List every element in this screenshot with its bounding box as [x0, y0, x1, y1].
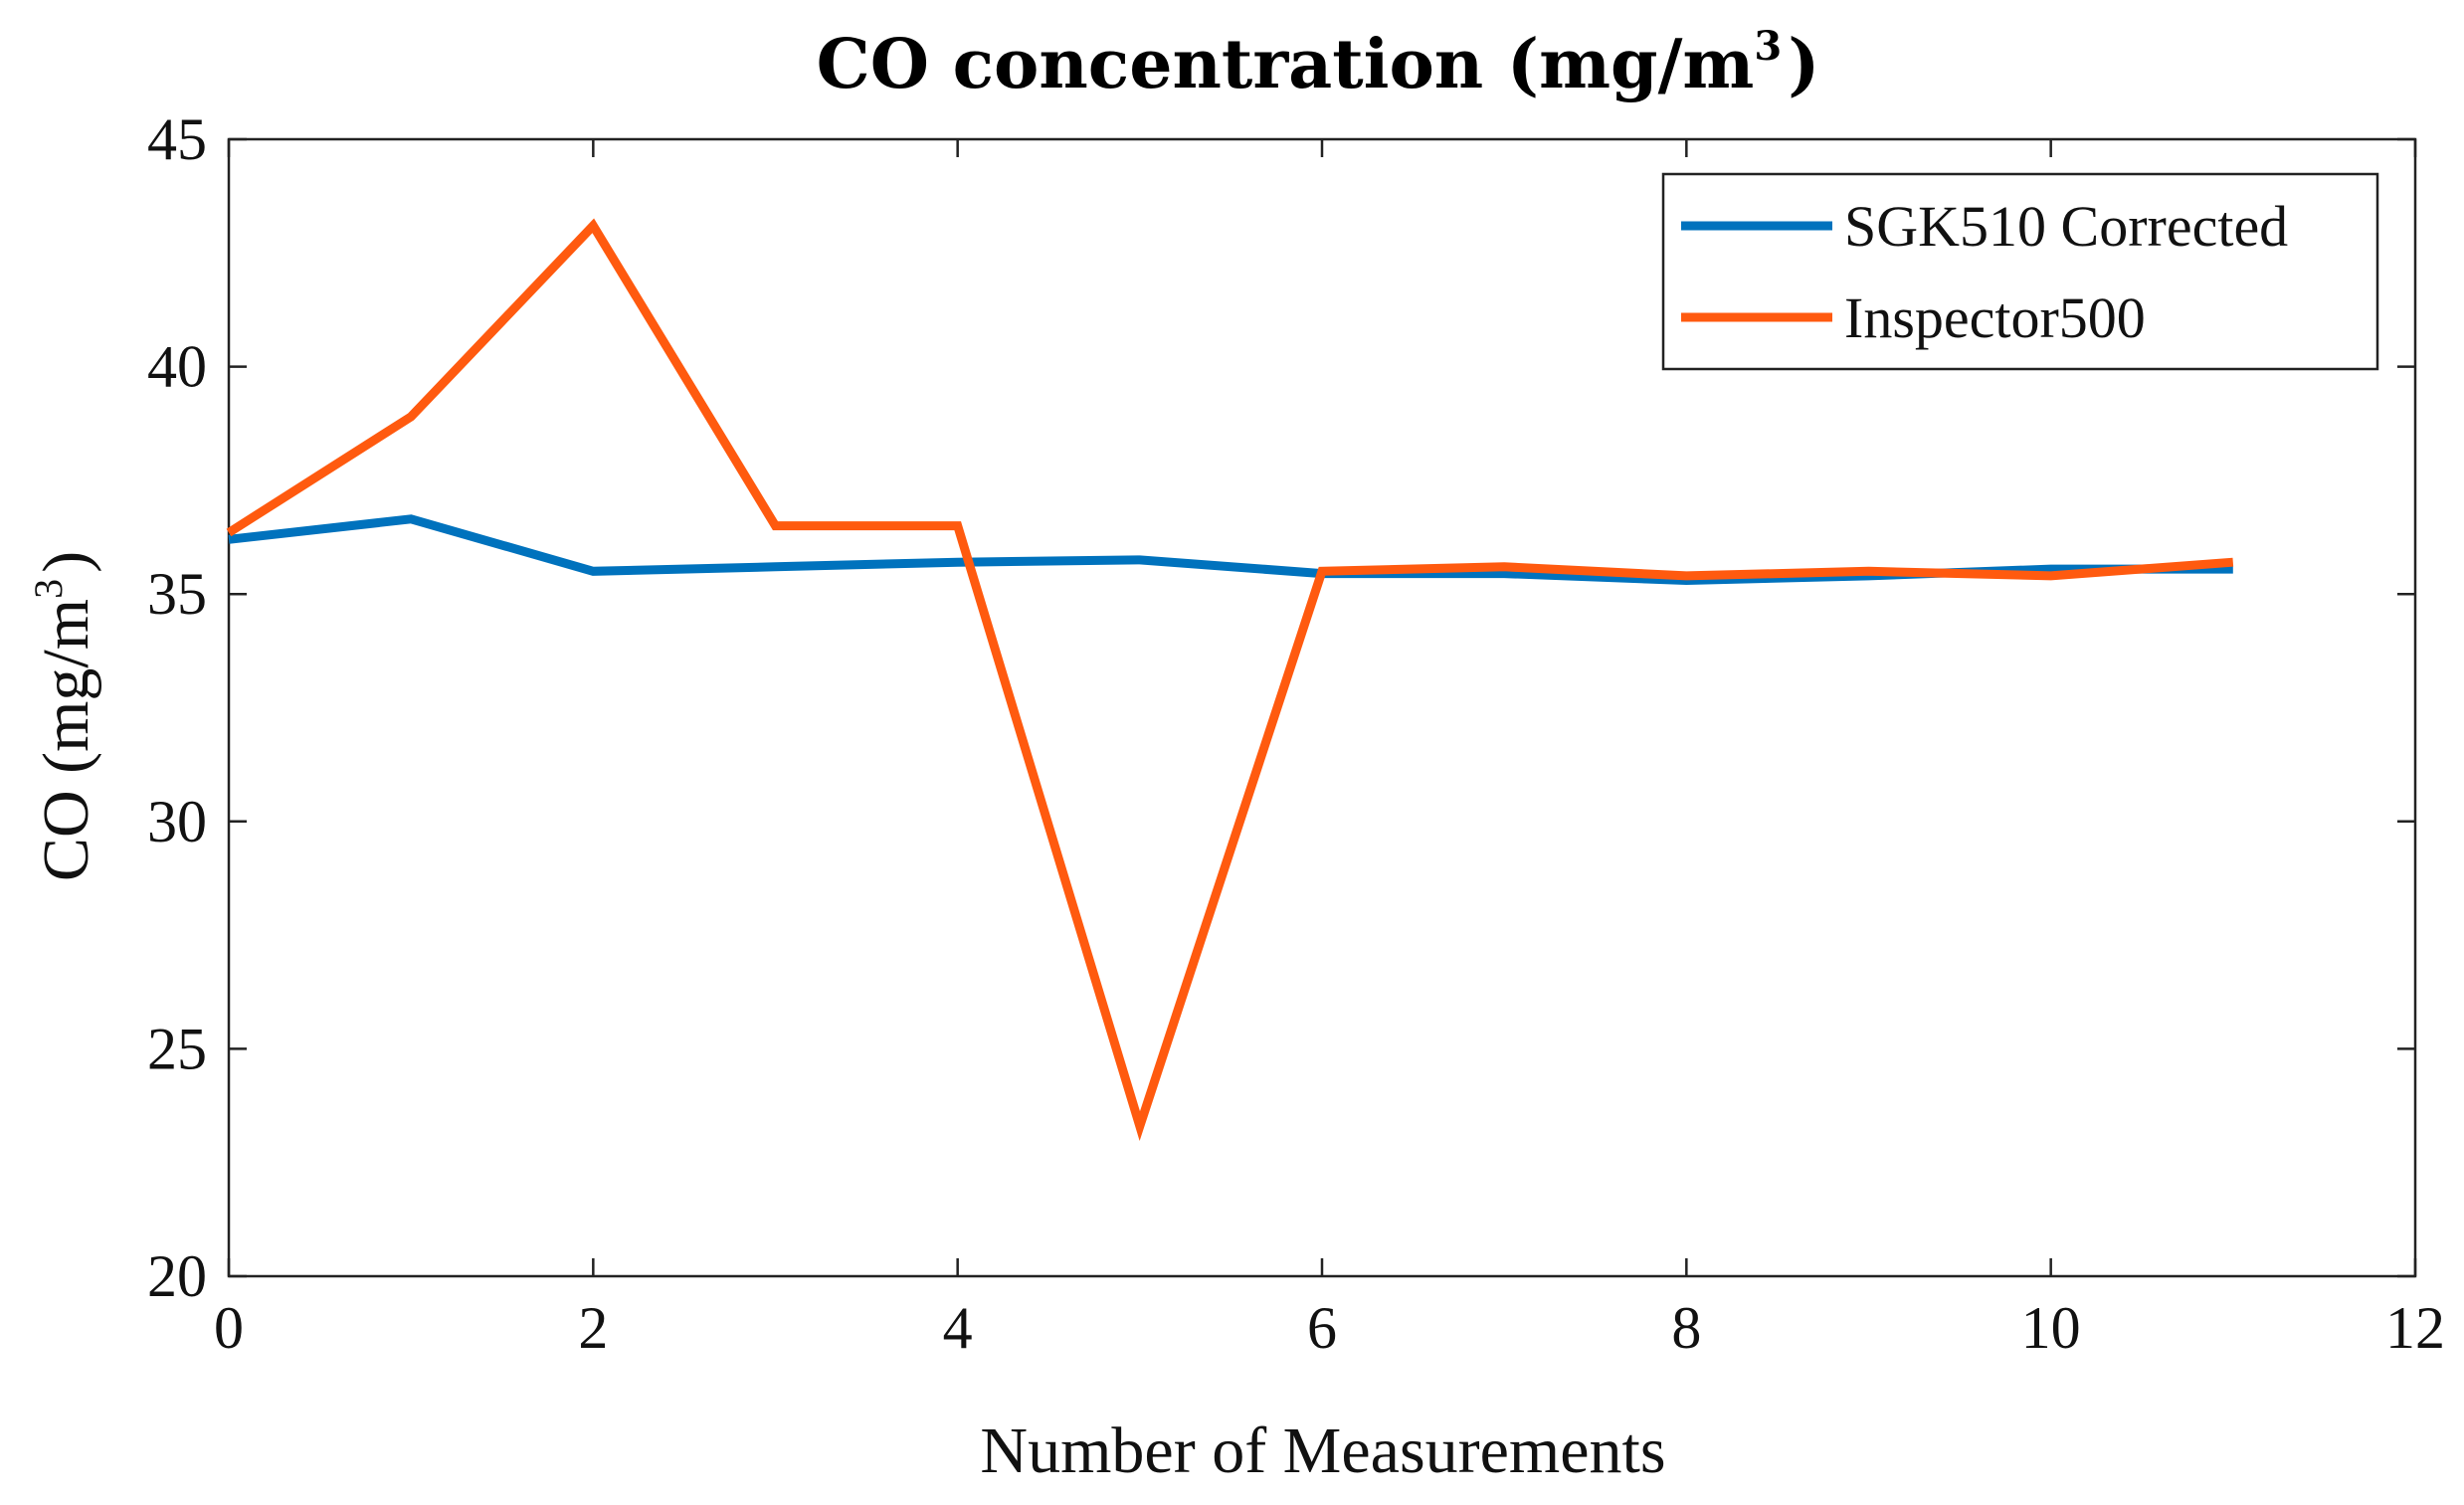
- ticks: 0 2 4 6 8 10 12 20 25 30 35 40 45: [147, 106, 2445, 1361]
- y-tick-label: 45: [147, 106, 207, 172]
- series-line-inspector500: [226, 218, 2234, 1142]
- series-group: [226, 218, 2234, 1142]
- y-tick-label: 35: [147, 561, 207, 627]
- legend-label: SGK510 Corrected: [1844, 194, 2288, 259]
- x-tick-label: 2: [578, 1295, 608, 1361]
- x-tick-label: 4: [943, 1295, 973, 1361]
- x-tick-label: 8: [1671, 1295, 1701, 1361]
- legend-label: Inspector500: [1844, 285, 2146, 350]
- x-tick-label: 6: [1307, 1295, 1337, 1361]
- legend: SGK510 Corrected Inspector500: [1661, 172, 2379, 371]
- y-tick-label: 30: [147, 789, 207, 854]
- legend-box: [1661, 172, 2379, 371]
- x-axis-label: Number of Measurements: [980, 1414, 1665, 1487]
- y-tick-label: 40: [147, 334, 207, 400]
- y-tick-label: 20: [147, 1243, 207, 1309]
- y-axis-label: CO (mg/m3): [26, 551, 102, 881]
- chart-title: CO concentration (mg/m3): [817, 23, 1820, 104]
- y-tick-label: 25: [147, 1016, 207, 1081]
- x-tick-label: 10: [2021, 1295, 2081, 1361]
- x-tick-label: 0: [214, 1295, 244, 1361]
- x-tick-label: 12: [2385, 1295, 2445, 1361]
